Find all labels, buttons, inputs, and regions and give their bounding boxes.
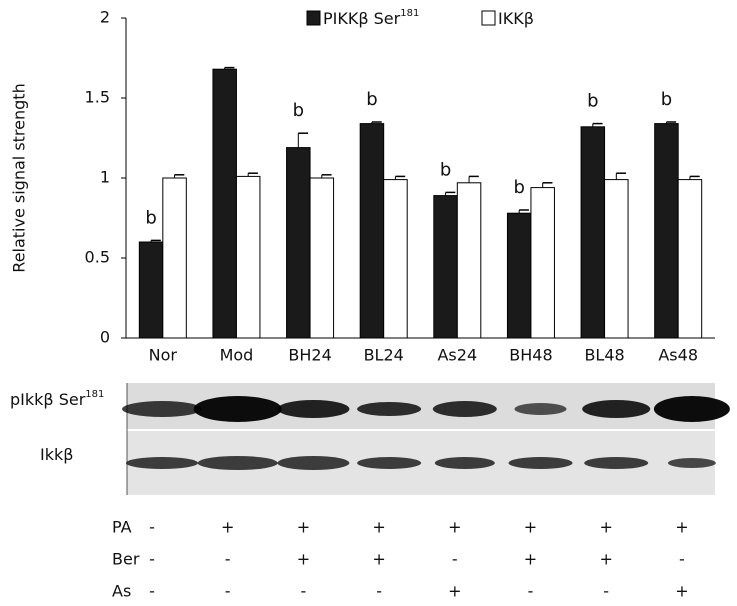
cell: +	[448, 518, 461, 537]
blot-band	[357, 402, 422, 416]
cell: -	[376, 582, 382, 601]
cell: -	[149, 582, 155, 601]
cell: +	[599, 550, 612, 569]
bar	[359, 123, 385, 339]
blot-band	[126, 457, 198, 469]
blot-band	[582, 400, 651, 418]
y-tick-label: 1.5	[85, 88, 110, 107]
bar	[604, 179, 629, 339]
cell: +	[221, 518, 234, 537]
x-tick-label: As24	[437, 346, 477, 365]
cell: -	[225, 550, 231, 569]
blot-band	[277, 456, 350, 470]
annotation: b	[440, 159, 451, 180]
bar	[212, 68, 237, 339]
annotation: b	[366, 89, 377, 110]
y-axis-label: Relative signal strength	[10, 83, 29, 272]
y-tick-label: 1	[100, 168, 110, 187]
blot-band	[584, 457, 649, 469]
row-label: Ber	[112, 550, 140, 569]
cell: -	[225, 582, 231, 601]
x-tick-label: BH24	[288, 346, 331, 365]
blot-band	[432, 401, 497, 417]
cell: +	[372, 518, 385, 537]
cell: -	[603, 582, 609, 601]
x-tick-label: Nor	[149, 346, 178, 365]
annotation: b	[513, 177, 524, 198]
bar	[530, 187, 555, 339]
annotation: b	[293, 100, 304, 121]
y-tick-label: 2	[100, 8, 110, 27]
blot-row-label-main: Ikkβ	[40, 445, 73, 464]
cell: -	[679, 550, 685, 569]
legend-label-main: PIKKβ Ser	[323, 9, 401, 28]
blot-band	[653, 396, 730, 422]
legend-swatch	[481, 10, 496, 26]
legend-label: PIKKβ Ser181	[323, 8, 419, 28]
cell: +	[372, 550, 385, 569]
bar	[580, 126, 606, 339]
bar	[383, 179, 408, 339]
blot-band	[357, 457, 422, 469]
blot-band	[193, 396, 282, 422]
cell: -	[149, 550, 155, 569]
blot-band	[434, 457, 495, 469]
cell: -	[149, 518, 155, 537]
annotation: b	[661, 89, 672, 110]
cell: +	[675, 582, 688, 601]
cell: +	[448, 582, 461, 601]
bar	[677, 179, 703, 339]
cell: +	[599, 518, 612, 537]
legend-label-superscript: 181	[400, 8, 419, 19]
bar	[162, 177, 187, 339]
blot-band	[514, 403, 567, 415]
blot-row-label-main: pIkkβ Ser	[10, 390, 86, 409]
legend-label: IKKβ	[498, 9, 534, 28]
cell: +	[524, 550, 537, 569]
cell: +	[675, 518, 688, 537]
legend-label-main: IKKβ	[498, 9, 534, 28]
x-tick-label: BL24	[364, 346, 404, 365]
cell: -	[452, 550, 458, 569]
blot-band	[667, 458, 716, 468]
bar	[309, 177, 335, 339]
bar	[138, 241, 164, 339]
blot-band	[197, 456, 278, 470]
bar	[433, 195, 458, 339]
x-tick-label: Mod	[220, 346, 254, 365]
y-tick-label: 0.5	[85, 248, 110, 267]
blot-band	[122, 401, 202, 417]
x-tick-label: As48	[658, 346, 698, 365]
cell: +	[297, 550, 310, 569]
bar	[235, 175, 261, 339]
annotation: b	[145, 207, 156, 228]
bar	[654, 123, 679, 339]
x-tick-label: BL48	[584, 346, 624, 365]
cell: +	[297, 518, 310, 537]
bar	[286, 147, 311, 339]
blot-row-label: pIkkβ Ser181	[10, 389, 104, 409]
row-label: PA	[112, 518, 132, 537]
blot-band	[508, 457, 573, 469]
legend-swatch	[306, 10, 321, 26]
blot-row-label-superscript: 181	[85, 389, 104, 400]
annotation: b	[587, 91, 598, 112]
blot-band	[277, 400, 350, 418]
x-tick-label: BH48	[509, 346, 552, 365]
y-tick-label: 0	[100, 328, 110, 347]
bar	[506, 212, 532, 339]
cell: -	[301, 582, 307, 601]
blot-row-label: Ikkβ	[40, 445, 73, 464]
row-label: As	[112, 582, 131, 601]
cell: +	[524, 518, 537, 537]
cell: -	[528, 582, 534, 601]
bar	[456, 182, 482, 339]
